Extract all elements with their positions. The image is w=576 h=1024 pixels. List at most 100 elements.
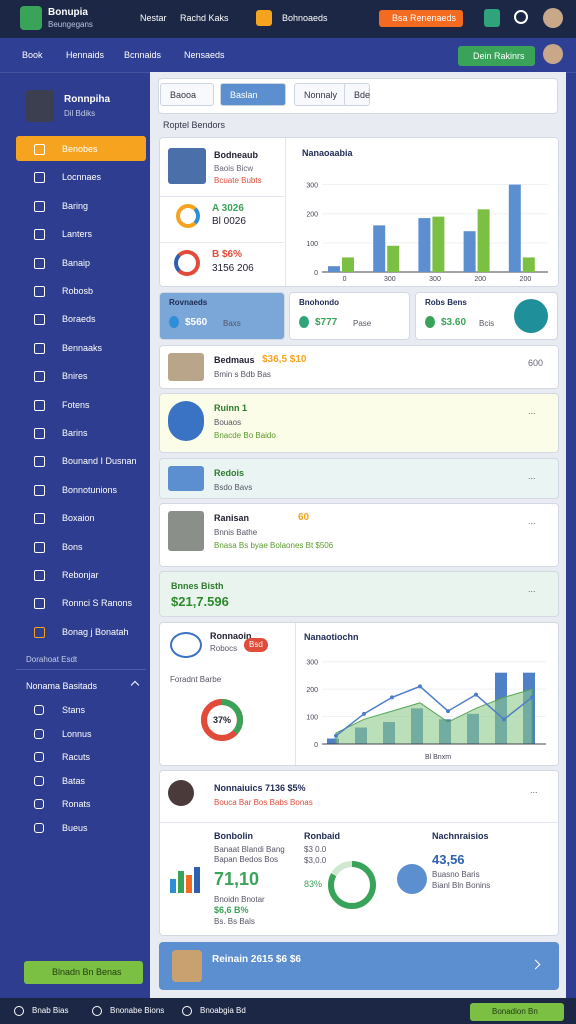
nav-item[interactable]: Lanters bbox=[62, 229, 93, 240]
list-card bbox=[159, 393, 559, 453]
button[interactable] bbox=[470, 1003, 564, 1021]
nav-link[interactable]: Bcnnaids bbox=[124, 50, 162, 60]
col-text: Bianl Bln Bonins bbox=[432, 881, 491, 890]
caret[interactable] bbox=[130, 680, 140, 690]
nav-link[interactable]: Nestar bbox=[140, 13, 167, 23]
tab[interactable] bbox=[220, 83, 286, 106]
nav-item[interactable]: Bons bbox=[62, 541, 83, 552]
nav-item[interactable]: Banaip bbox=[62, 257, 91, 268]
button[interactable] bbox=[379, 10, 463, 27]
divider bbox=[160, 822, 558, 823]
stat-icon bbox=[425, 316, 435, 328]
nav-link[interactable]: Hennaids bbox=[66, 50, 105, 60]
nav-item[interactable]: Bonnotunions bbox=[62, 484, 118, 495]
nav-item[interactable]: Rebonjar bbox=[62, 570, 99, 580]
list-sub: Bouaos bbox=[214, 418, 242, 427]
nav-item[interactable]: Barins bbox=[62, 428, 88, 438]
nav-link[interactable]: Rachd Kaks bbox=[180, 13, 229, 23]
list-action[interactable]: ... bbox=[528, 584, 536, 594]
nav-item[interactable]: Bueus bbox=[62, 823, 88, 833]
footer-link[interactable]: Bnonabe Bions bbox=[110, 1006, 165, 1015]
tab[interactable] bbox=[344, 83, 370, 106]
nav-item[interactable]: Benobes bbox=[62, 144, 98, 154]
gauge bbox=[176, 204, 200, 228]
list-icon bbox=[168, 353, 204, 381]
divider bbox=[285, 138, 286, 286]
section-heading: Dorahoat Esdt bbox=[26, 655, 78, 664]
button-label[interactable]: Bsa Renenaeds bbox=[392, 13, 457, 23]
list-card bbox=[159, 503, 559, 567]
col-text: $3,0.0 bbox=[304, 856, 327, 865]
nav-icon bbox=[34, 314, 45, 326]
button[interactable] bbox=[24, 961, 143, 984]
nav-item[interactable]: Bennaaks bbox=[62, 342, 103, 353]
tab-label[interactable]: Baslan bbox=[230, 90, 258, 100]
row-text: Bcuate Bubts bbox=[214, 176, 262, 185]
row-text: Bl 0026 bbox=[212, 216, 246, 227]
card-action[interactable]: ... bbox=[530, 785, 538, 795]
button-label[interactable]: Bonadion Bn bbox=[492, 1007, 538, 1016]
list-action[interactable]: ... bbox=[528, 406, 536, 416]
nav-item[interactable]: Boraeds bbox=[62, 314, 96, 325]
list-action[interactable]: 600 bbox=[528, 358, 544, 368]
divider bbox=[16, 669, 146, 670]
tab[interactable] bbox=[160, 83, 214, 106]
nav-item[interactable]: Stans bbox=[62, 705, 86, 715]
avatar[interactable] bbox=[543, 8, 563, 28]
icon bbox=[170, 632, 202, 658]
notice-icon bbox=[256, 10, 272, 26]
nav-icon bbox=[34, 513, 45, 525]
nav-icon bbox=[34, 428, 45, 439]
nav-icon bbox=[34, 342, 45, 354]
stat-title: Robs Bens bbox=[425, 298, 467, 307]
nav-item[interactable]: Ronats bbox=[62, 799, 91, 810]
nav-item[interactable]: Lonnus bbox=[62, 728, 92, 739]
nav-item[interactable]: Bounand I Dusnan bbox=[62, 456, 137, 467]
nav-item[interactable]: Locnnaes bbox=[62, 172, 102, 183]
nav-link[interactable]: Book bbox=[22, 50, 43, 60]
nav-item[interactable]: Robosb bbox=[62, 286, 94, 296]
icon-bar bbox=[194, 867, 200, 893]
stat-value: $560 bbox=[185, 317, 208, 328]
tab-label[interactable]: Nonnaly bbox=[304, 90, 338, 100]
nav-group[interactable]: Nonama Basitads bbox=[26, 681, 98, 691]
list-action[interactable]: ... bbox=[528, 471, 536, 481]
card-sub: Bouca Bar Bos Babs Bonas bbox=[214, 798, 313, 807]
col-value: 43,56 bbox=[432, 852, 465, 867]
nav-item[interactable]: Baring bbox=[62, 200, 89, 211]
list-sub: Bmin s Bdb Bas bbox=[214, 370, 271, 379]
nav-item[interactable]: Racuts bbox=[62, 752, 91, 763]
stat-card bbox=[159, 292, 285, 340]
settings-icon[interactable] bbox=[514, 10, 528, 24]
avatar[interactable] bbox=[543, 44, 563, 64]
button-label[interactable]: Dein Rakinrs bbox=[473, 51, 525, 61]
list-note: Bnacde Bo Baido bbox=[214, 431, 276, 440]
stat-value: $3.60 bbox=[441, 317, 467, 328]
nav-item[interactable]: Fotens bbox=[62, 399, 90, 410]
logo bbox=[20, 6, 42, 30]
footer-link[interactable]: Bnoabgia Bd bbox=[200, 1006, 246, 1015]
nav-item[interactable]: Ronnci S Ranons bbox=[62, 598, 133, 609]
nav-item[interactable]: Batas bbox=[62, 775, 86, 786]
nav-icon bbox=[34, 144, 45, 155]
nav-icon bbox=[34, 456, 45, 468]
active-item[interactable] bbox=[16, 136, 146, 161]
notice: Bohnoaeds bbox=[282, 13, 328, 23]
nav-item[interactable]: Boxaion bbox=[62, 513, 95, 524]
button-label[interactable]: Blnadn Bn Benas bbox=[52, 967, 122, 977]
nav-icon bbox=[34, 728, 44, 739]
nav-icon bbox=[34, 229, 45, 241]
nav-icon bbox=[34, 775, 44, 786]
nav-link[interactable]: Nensaeds bbox=[184, 50, 225, 60]
button[interactable] bbox=[458, 46, 535, 66]
footer-link[interactable]: Bnab Bias bbox=[32, 1006, 69, 1015]
col-title: Nachnraisios bbox=[432, 831, 489, 841]
tab-label[interactable]: Baooa bbox=[170, 90, 197, 100]
list-action[interactable]: ... bbox=[528, 516, 536, 526]
nav-item[interactable]: Bnires bbox=[62, 371, 88, 382]
nav-item[interactable]: Bonag j Bonatah bbox=[62, 626, 129, 637]
profile-name: Ronnpiha bbox=[64, 94, 111, 105]
banner bbox=[159, 942, 559, 990]
col-text: Banaat Blandi Bang bbox=[214, 845, 285, 854]
tab-label[interactable]: Bde bbox=[354, 90, 371, 100]
